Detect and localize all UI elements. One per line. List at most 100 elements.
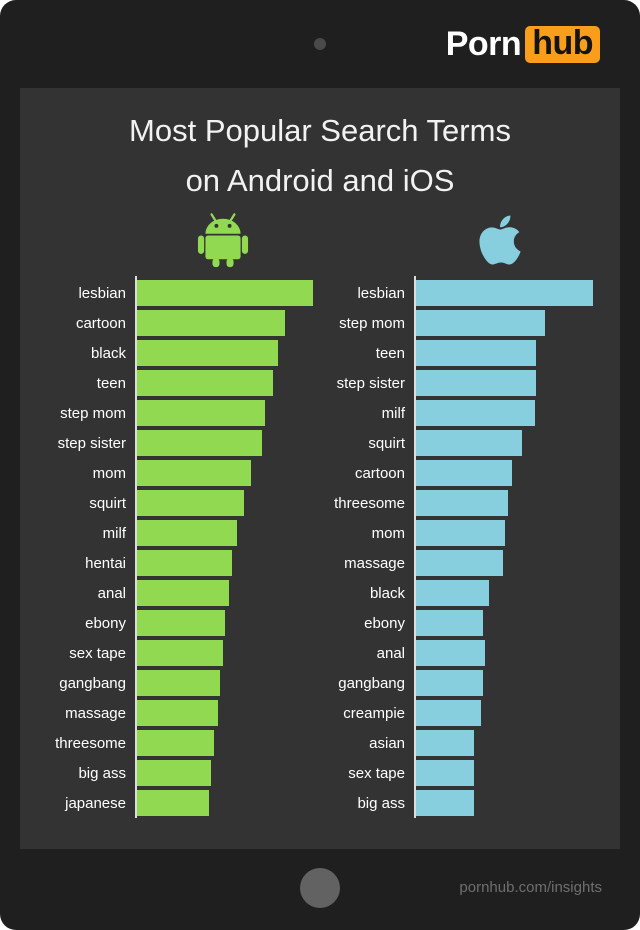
chart-row: step sister [299, 368, 599, 398]
footer-url: pornhub.com/insights [459, 879, 602, 896]
chart-row: sex tape [20, 638, 320, 668]
bar-label: threesome [55, 734, 126, 752]
bar [137, 340, 278, 366]
bar-track [137, 280, 320, 306]
page-title: Most Popular Search Terms on Android and… [20, 106, 620, 206]
bar [137, 550, 232, 576]
chart-row: step sister [20, 428, 320, 458]
ios-bar-chart: lesbian step mom teen step sister milf squirt… [299, 276, 599, 818]
chart-row: gangbang [299, 668, 599, 698]
logo-porn-text: Porn [445, 25, 522, 63]
android-robot-icon [196, 210, 250, 273]
camera-icon [314, 38, 326, 50]
bar-label: anal [97, 584, 126, 602]
bar-track [137, 580, 320, 606]
bar-track [416, 580, 599, 606]
bar-label: gangbang [338, 674, 405, 692]
chart-row: lesbian [299, 278, 599, 308]
bar [416, 580, 489, 606]
bar-track [416, 760, 599, 786]
chart-row: big ass [299, 788, 599, 818]
bar [416, 790, 474, 816]
bar-label: sex tape [348, 764, 405, 782]
bar [137, 370, 273, 396]
bar [137, 610, 225, 636]
bar [137, 490, 244, 516]
bar [137, 640, 223, 666]
bar-label: asian [369, 734, 405, 752]
bar-track [137, 430, 320, 456]
pornhub-logo: Porn hub [446, 25, 600, 64]
android-axis-line [135, 276, 137, 818]
bar [416, 400, 535, 426]
bar [416, 430, 522, 456]
bar-label: lesbian [357, 284, 405, 302]
bar-label: step sister [336, 374, 405, 392]
bar-track [416, 520, 599, 546]
bar-track [137, 610, 320, 636]
bar-track [416, 670, 599, 696]
bar-label: step mom [339, 314, 405, 332]
chart-row: milf [20, 518, 320, 548]
bar-track [416, 730, 599, 756]
chart-row: anal [20, 578, 320, 608]
chart-row: teen [299, 338, 599, 368]
chart-row: hentai [20, 548, 320, 578]
bar-track [137, 700, 320, 726]
bar-track [137, 670, 320, 696]
chart-row: cartoon [299, 458, 599, 488]
bar-label: milf [381, 404, 405, 422]
bar-track [137, 520, 320, 546]
chart-row: sex tape [299, 758, 599, 788]
bar-track [137, 340, 320, 366]
bar [137, 400, 265, 426]
chart-row: mom [20, 458, 320, 488]
bar [416, 760, 474, 786]
bar [416, 370, 536, 396]
bar [416, 610, 483, 636]
chart-row: threesome [20, 728, 320, 758]
bar-track [137, 760, 320, 786]
chart-row: ebony [299, 608, 599, 638]
bar [137, 460, 251, 486]
bar-label: teen [96, 374, 126, 392]
bar-track [137, 400, 320, 426]
bar-label: mom [92, 464, 126, 482]
chart-row: squirt [20, 488, 320, 518]
bar [137, 730, 214, 756]
android-bar-chart: lesbian cartoon black teen step mom step sist… [20, 276, 320, 818]
bar-track [137, 490, 320, 516]
bar [137, 280, 313, 306]
bar-track [416, 430, 599, 456]
bar-track [137, 460, 320, 486]
bar-label: cartoon [75, 314, 126, 332]
bar [416, 520, 505, 546]
bar [416, 460, 512, 486]
bar-track [416, 640, 599, 666]
bar [137, 520, 237, 546]
chart-row: japanese [20, 788, 320, 818]
bar [137, 670, 220, 696]
bar-label: massage [344, 554, 405, 572]
chart-row: massage [299, 548, 599, 578]
bar-track [416, 700, 599, 726]
bar-track [416, 400, 599, 426]
bar-track [137, 310, 320, 336]
bar [416, 550, 503, 576]
chart-row: cartoon [20, 308, 320, 338]
bar-track [416, 610, 599, 636]
bar-label: squirt [89, 494, 126, 512]
chart-row: black [299, 578, 599, 608]
chart-rows: lesbian step mom teen step sister milf squirt… [299, 278, 599, 818]
bar-label: threesome [334, 494, 405, 512]
bar-label: massage [65, 704, 126, 722]
chart-row: massage [20, 698, 320, 728]
ios-axis-line [414, 276, 416, 818]
bar-label: cartoon [354, 464, 405, 482]
bar-label: teen [375, 344, 405, 362]
chart-row: big ass [20, 758, 320, 788]
chart-row: teen [20, 368, 320, 398]
chart-row: step mom [20, 398, 320, 428]
bar-label: milf [102, 524, 126, 542]
